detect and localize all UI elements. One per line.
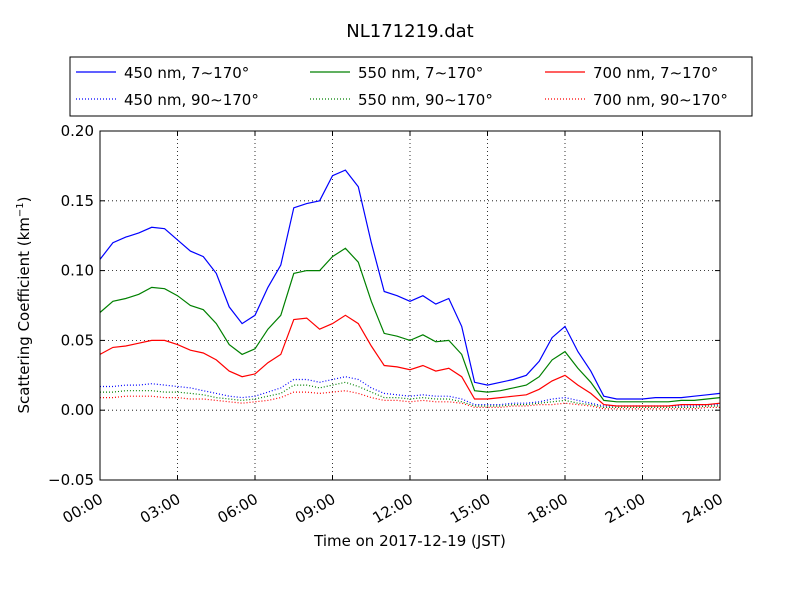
- tick-labels: 00:00 03:00 06:00 09:00 12:00 15:00 18:00 21:00…: [48, 122, 726, 527]
- x-tick-label: 06:00: [215, 490, 261, 527]
- y-tick-label: 0.20: [61, 122, 94, 140]
- legend-label-4: 700 nm, 7∼170°: [593, 64, 718, 82]
- legend-label-5: 700 nm, 90∼170°: [593, 91, 728, 109]
- plot-lines: [99, 169, 721, 410]
- legend-label-2: 550 nm, 7∼170°: [358, 64, 483, 82]
- x-tick-label: 12:00: [370, 490, 416, 527]
- x-tick-label: 18:00: [525, 490, 571, 527]
- x-tick-label: 09:00: [292, 490, 338, 527]
- y-tick-label: 0.05: [61, 331, 94, 349]
- series-line-0: [99, 169, 721, 400]
- y-axis-label-superscript: −1: [15, 202, 26, 217]
- chart-title: NL171219.dat: [346, 21, 473, 42]
- series-line-4: [99, 314, 721, 407]
- x-axis-label: Time on 2017-12-19 (JST): [313, 532, 506, 550]
- legend: 450 nm, 7∼170° 550 nm, 7∼170° 700 nm, 7∼17…: [69, 56, 753, 117]
- gridlines: [100, 131, 720, 480]
- y-tick-label: −0.05: [48, 471, 94, 489]
- legend-label-1: 450 nm, 90∼170°: [124, 91, 259, 109]
- series-line-2: [99, 247, 721, 403]
- legend-label-3: 550 nm, 90∼170°: [358, 91, 493, 109]
- ticks: [99, 130, 721, 481]
- x-tick-label: 24:00: [680, 490, 726, 527]
- y-tick-label: 0.10: [61, 262, 94, 280]
- x-tick-label: 15:00: [447, 490, 493, 527]
- x-tick-label: 03:00: [137, 490, 183, 527]
- y-axis-label-text: Scattering Coefficient (km: [15, 217, 33, 413]
- x-tick-label: 21:00: [602, 490, 648, 527]
- y-tick-label: 0.00: [61, 401, 94, 419]
- x-tick-label: 00:00: [60, 490, 106, 527]
- y-axis-label: Scattering Coefficient (km−1): [15, 196, 33, 413]
- legend-box: [69, 56, 753, 117]
- legend-label-0: 450 nm, 7∼170°: [124, 64, 249, 82]
- y-tick-label: 0.15: [61, 192, 94, 210]
- y-axis-label-close: ): [15, 196, 33, 202]
